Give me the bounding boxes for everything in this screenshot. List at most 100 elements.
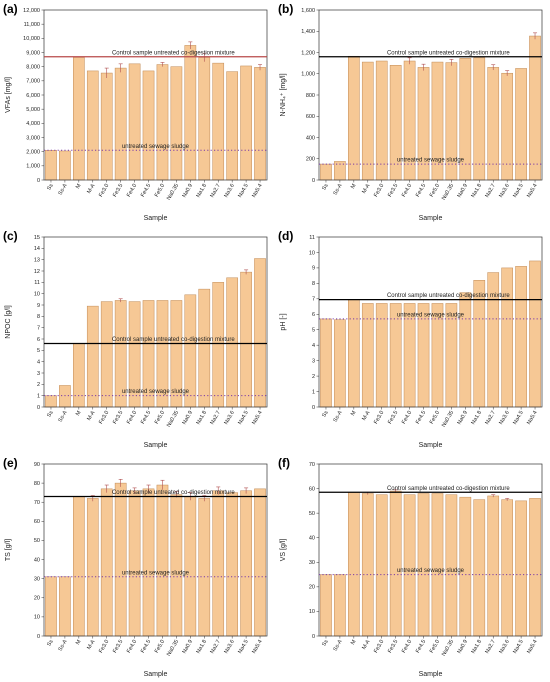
x-tick-label: Na0.35 — [166, 410, 180, 428]
y-tick-label: 3 — [312, 358, 315, 364]
x-tick-label: Na3.6 — [223, 183, 236, 199]
bar — [515, 68, 527, 181]
y-tick-label: 800 — [306, 93, 315, 99]
x-tick-label: Fe3.5 — [387, 639, 399, 654]
x-tick-label: Ss — [46, 410, 55, 419]
y-tick-label: 11 — [34, 280, 40, 286]
x-tick-label: Fe3.0 — [373, 639, 385, 654]
y-tick-label: 3,000 — [26, 135, 40, 141]
x-tick-label: Na1.8 — [470, 410, 483, 426]
x-tick-label: Fe3.0 — [373, 410, 385, 425]
bar — [389, 303, 402, 408]
x-tick-label: Ss — [321, 183, 330, 192]
y-tick-label: 600 — [306, 114, 315, 120]
bar — [86, 70, 99, 181]
x-tick-label: Fe3.5 — [112, 639, 124, 654]
x-tick-label: Fe3.0 — [373, 183, 385, 198]
x-tick-label: Na0.35 — [166, 639, 180, 657]
bar — [389, 490, 402, 637]
bar — [501, 499, 513, 637]
bar — [240, 65, 252, 181]
x-tick-label: Fe3.5 — [112, 410, 124, 425]
x-tick-label: Na3.6 — [498, 410, 511, 426]
panel-label: (f) — [278, 456, 290, 470]
x-tick-label: Fe3.0 — [98, 639, 110, 654]
y-tick-label: 14 — [34, 246, 40, 252]
plot-frame — [43, 463, 268, 637]
bar — [142, 488, 155, 637]
bar — [417, 303, 430, 408]
x-tick-label: Na0.9 — [182, 183, 195, 199]
panel-label: (b) — [278, 2, 293, 16]
bar — [59, 576, 71, 637]
bar — [198, 57, 211, 181]
bar — [128, 63, 141, 181]
bar — [226, 492, 238, 637]
y-tick-label: 5,000 — [26, 107, 40, 113]
x-tick-label: Ss — [46, 639, 55, 648]
control-line-label: Control sample untreated co-digestion mi… — [387, 293, 510, 299]
plot-frame — [43, 236, 268, 408]
y-tick-label: 1,400 — [301, 29, 315, 35]
x-axis-title: Sample — [144, 671, 168, 678]
y-tick-label: 2,000 — [26, 149, 40, 155]
y-tick-label: 12 — [34, 269, 40, 275]
bar — [100, 72, 113, 181]
x-tick-label: Na5.4 — [251, 183, 264, 199]
chart-panel: (b) 0 200 400 600 800 1,000 1,200 1,400 1,600 Ss Ss… — [278, 2, 543, 222]
y-tick-label: 2 — [312, 374, 315, 380]
x-tick-label: Na1.8 — [195, 639, 208, 655]
x-tick-label: Fe4.5 — [415, 410, 427, 425]
y-tick-label: 7 — [312, 297, 315, 303]
x-tick-label: Ss — [321, 410, 330, 419]
y-tick-label: 200 — [306, 157, 315, 163]
x-tick-label: Na0.35 — [441, 410, 455, 428]
bar — [114, 482, 127, 637]
x-tick-label: Fe5.0 — [154, 639, 166, 654]
y-tick-label: 9,000 — [26, 50, 40, 56]
y-tick-label: 4 — [312, 343, 315, 349]
bar — [100, 488, 113, 637]
x-tick-label: Fe4.5 — [140, 183, 152, 198]
y-axis-title: pH [-] — [280, 313, 287, 330]
y-tick-label: 10 — [309, 250, 315, 256]
y-tick-label: 20 — [309, 585, 315, 591]
sewage-line-label: untreated sewage sludge — [122, 389, 190, 395]
panel-label: (c) — [3, 229, 18, 243]
x-tick-label: M — [75, 639, 83, 646]
sewage-line-label: untreated sewage sludge — [397, 568, 465, 574]
x-axis-title: Sample — [419, 671, 443, 678]
bar — [128, 490, 141, 637]
y-tick-label: 5 — [37, 348, 40, 354]
bar — [375, 60, 388, 181]
bar — [459, 292, 472, 408]
bar — [348, 492, 360, 637]
y-tick-label: 400 — [306, 135, 315, 141]
y-tick-label: 11 — [309, 235, 315, 241]
bar — [320, 163, 332, 181]
bar — [170, 494, 183, 637]
x-tick-label: Na4.5 — [237, 183, 250, 199]
x-tick-label: Na5.4 — [251, 410, 264, 426]
y-tick-label: 2 — [37, 382, 40, 388]
bar — [375, 494, 388, 637]
y-tick-label: 0 — [37, 405, 40, 411]
bar — [184, 496, 197, 637]
x-axis-title: Sample — [144, 215, 168, 222]
x-tick-label: Na1.8 — [470, 183, 483, 199]
x-tick-label: Na3.6 — [223, 639, 236, 655]
bar — [254, 67, 266, 181]
control-line-label: Control sample untreated co-digestion mi… — [387, 50, 510, 56]
bar — [320, 318, 332, 408]
bar — [320, 574, 332, 637]
y-tick-label: 15 — [34, 235, 40, 241]
bar — [156, 64, 169, 181]
x-tick-label: Ss-A — [57, 639, 68, 653]
bar — [487, 67, 500, 181]
x-tick-label: Fe4.5 — [415, 183, 427, 198]
bar — [254, 258, 266, 408]
bar — [86, 305, 99, 408]
x-tick-label: Na0.9 — [457, 639, 470, 655]
bar — [45, 150, 57, 181]
bar — [403, 303, 416, 408]
